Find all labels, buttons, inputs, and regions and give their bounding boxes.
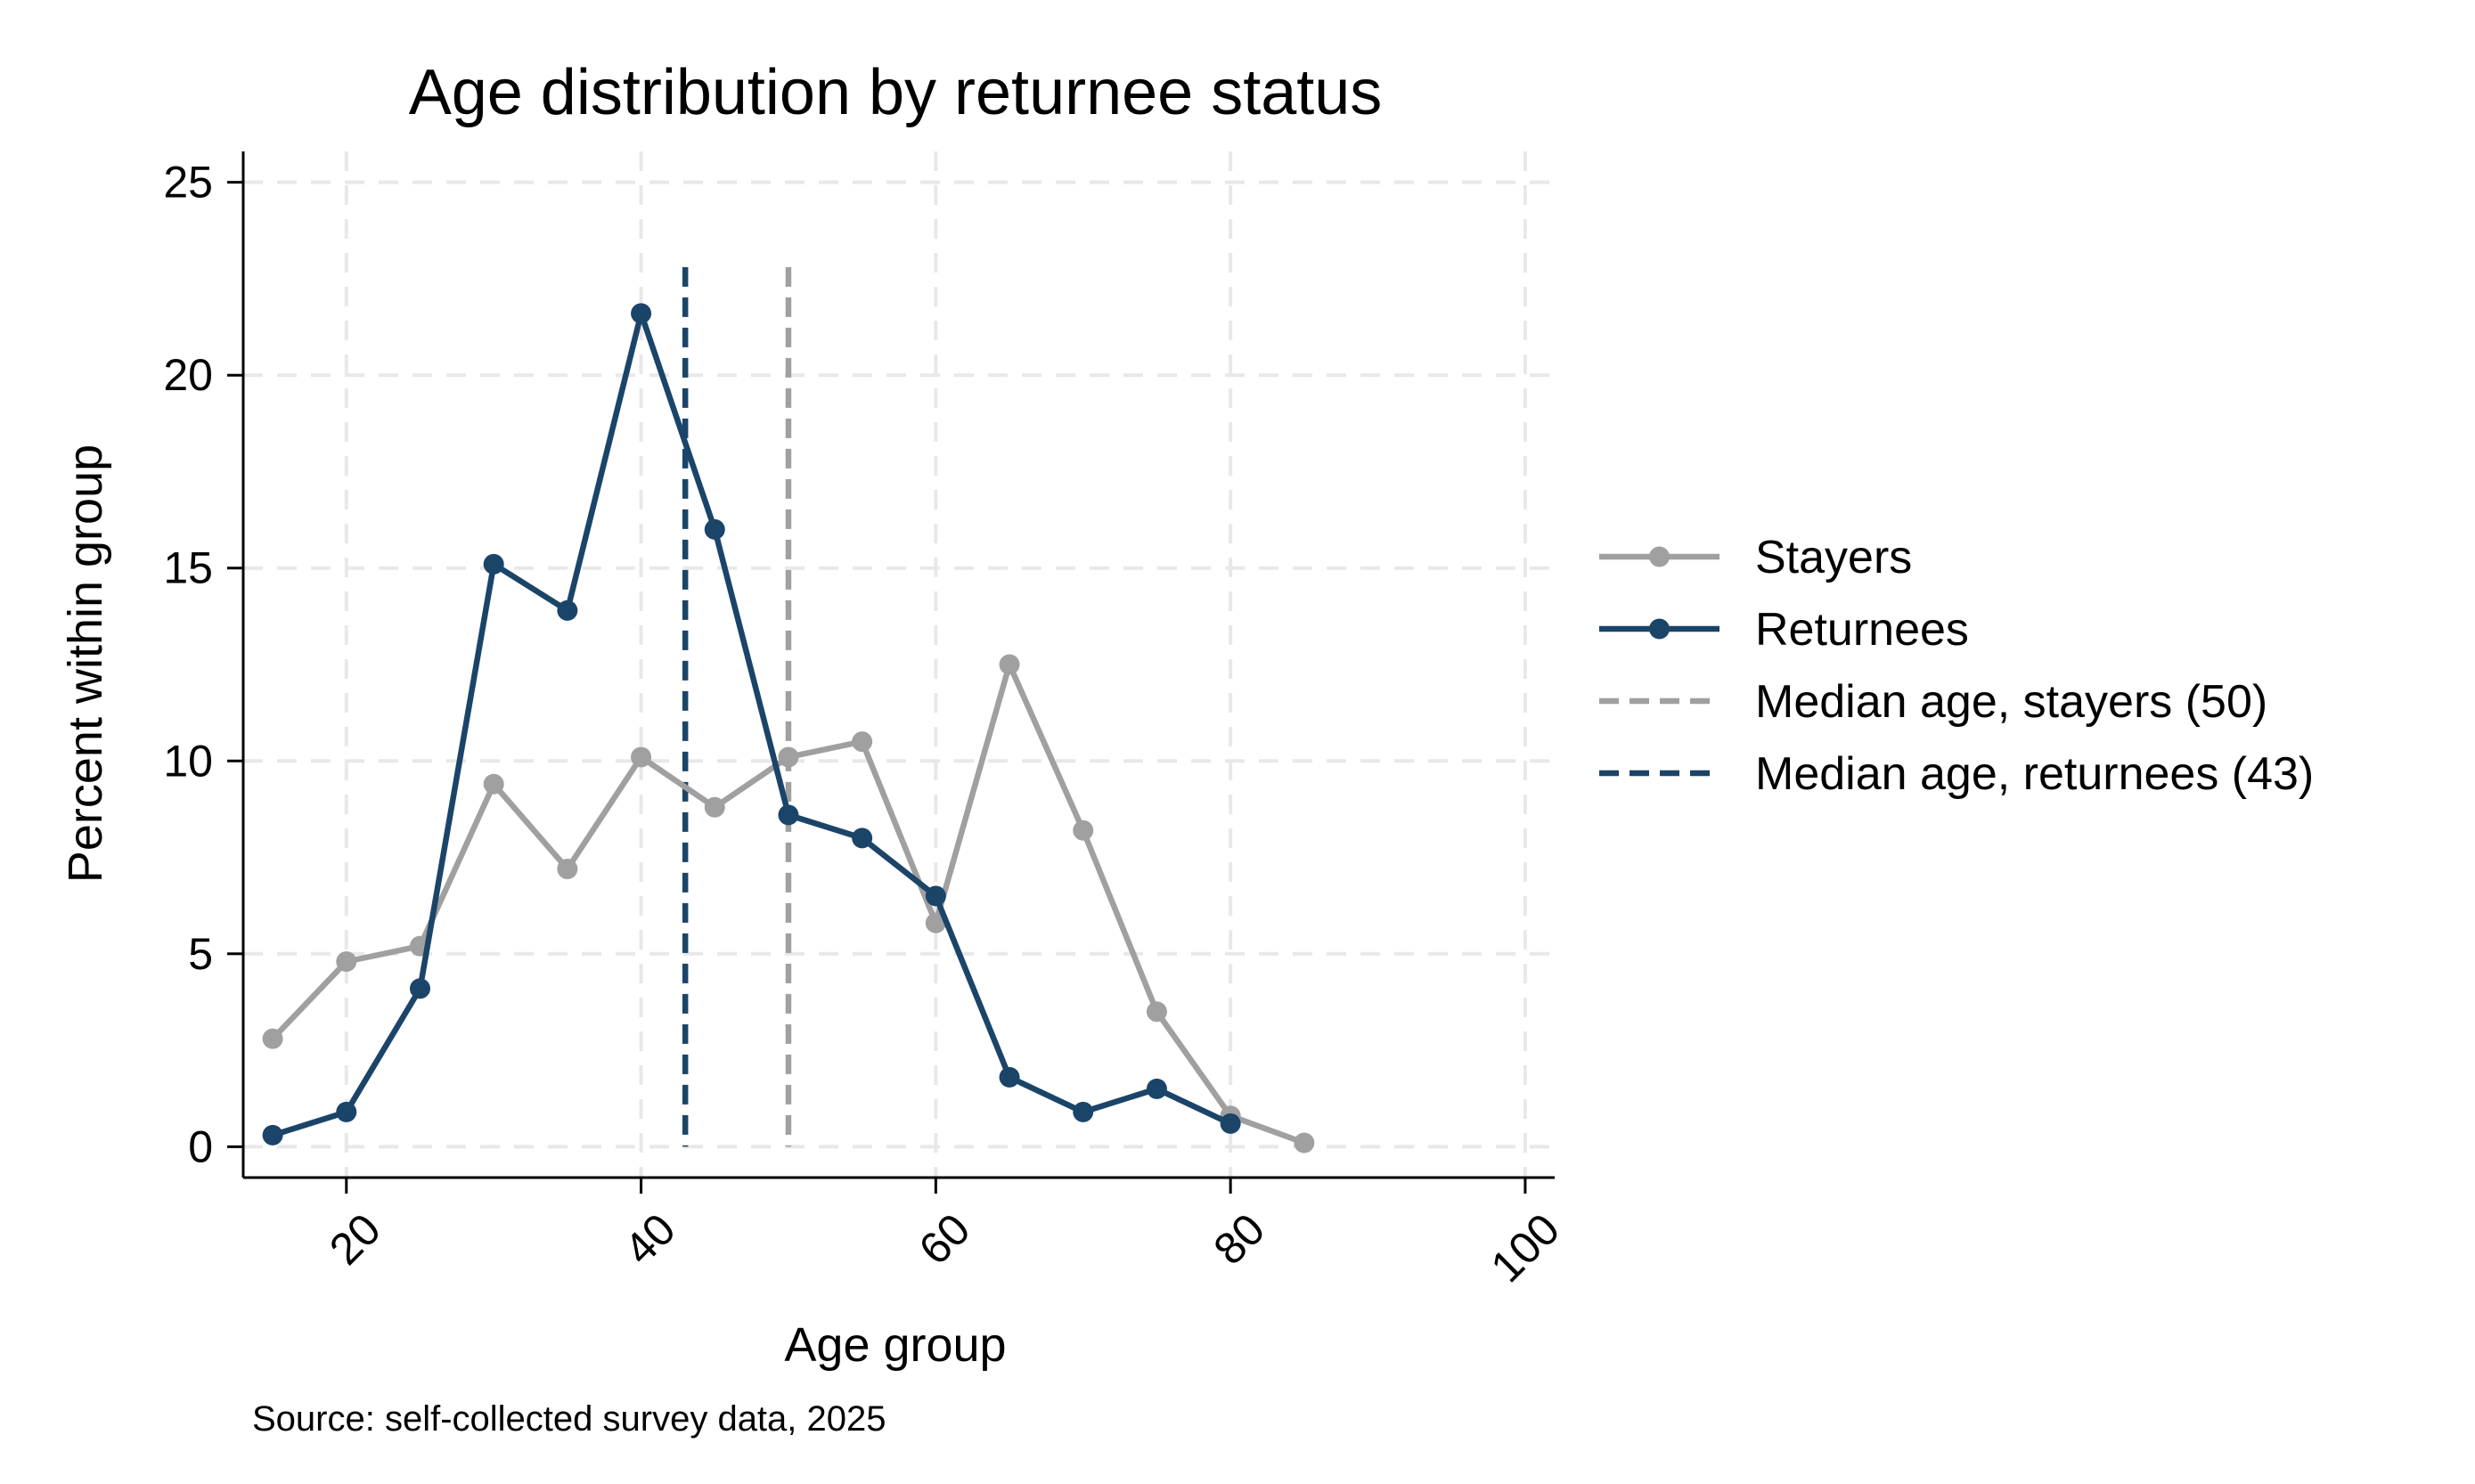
x-tick-label: 40 — [615, 1204, 685, 1275]
data-point-stayers — [778, 746, 799, 768]
data-point-stayers — [336, 950, 357, 972]
data-point-stayers — [925, 912, 946, 934]
data-point-returnees — [852, 828, 873, 849]
y-tick-label: 20 — [163, 350, 213, 400]
y-axis-label: Percent within group — [59, 444, 112, 883]
data-point-returnees — [1073, 1101, 1094, 1122]
legend-label: Stayers — [1755, 532, 1912, 583]
data-point-stayers — [631, 746, 652, 768]
data-point-returnees — [631, 303, 652, 324]
data-point-stayers — [1146, 1001, 1167, 1023]
median-lines — [682, 266, 792, 1147]
data-point-returnees — [557, 599, 578, 621]
source-note: Source: self-collected survey data, 2025 — [252, 1399, 886, 1439]
series-line-returnees — [269, 310, 1234, 1138]
data-point-returnees — [1220, 1113, 1241, 1134]
grid-lines — [243, 151, 1555, 1178]
x-axis-label: Age group — [784, 1318, 1006, 1372]
legend-label: Returnees — [1755, 604, 1969, 656]
data-point-returnees — [483, 553, 504, 575]
legend: Stayers Returnees Median age, stayers (50)… — [1599, 532, 2314, 800]
data-point-returnees — [336, 1101, 357, 1122]
data-point-returnees — [704, 518, 725, 540]
x-tick-label: 60 — [910, 1204, 980, 1275]
chart-title: Age distribution by returnee status — [409, 57, 1383, 128]
data-point-returnees — [262, 1124, 283, 1146]
series-lines — [262, 303, 1315, 1154]
data-point-returnees — [409, 978, 430, 999]
data-point-stayers — [852, 731, 873, 753]
data-point-stayers — [704, 796, 725, 818]
data-point-returnees — [1146, 1078, 1167, 1099]
data-point-stayers — [262, 1028, 283, 1049]
y-tick-label: 25 — [163, 158, 213, 208]
y-tick-label: 5 — [188, 929, 213, 979]
legend-label: Median age, returnees (43) — [1755, 748, 2314, 800]
x-tick-label: 80 — [1204, 1204, 1274, 1275]
data-point-stayers — [557, 859, 578, 880]
data-point-stayers — [1073, 819, 1094, 841]
y-tick-label: 15 — [163, 543, 213, 593]
axes: 0 5 10 15 20 25 20 40 60 80 100 — [163, 151, 1569, 1292]
data-point-returnees — [999, 1066, 1020, 1088]
legend-key-marker — [1649, 546, 1670, 567]
data-point-returnees — [778, 804, 799, 826]
y-tick-label: 10 — [163, 736, 213, 786]
data-point-stayers — [999, 654, 1020, 675]
legend-label: Median age, stayers (50) — [1755, 676, 2267, 728]
legend-key-marker — [1649, 618, 1670, 640]
y-tick-label: 0 — [188, 1121, 213, 1171]
data-point-stayers — [1294, 1132, 1315, 1154]
x-tick-label: 20 — [320, 1204, 390, 1275]
data-point-returnees — [925, 885, 946, 907]
data-point-stayers — [483, 773, 504, 795]
x-tick-label: 100 — [1482, 1204, 1570, 1292]
